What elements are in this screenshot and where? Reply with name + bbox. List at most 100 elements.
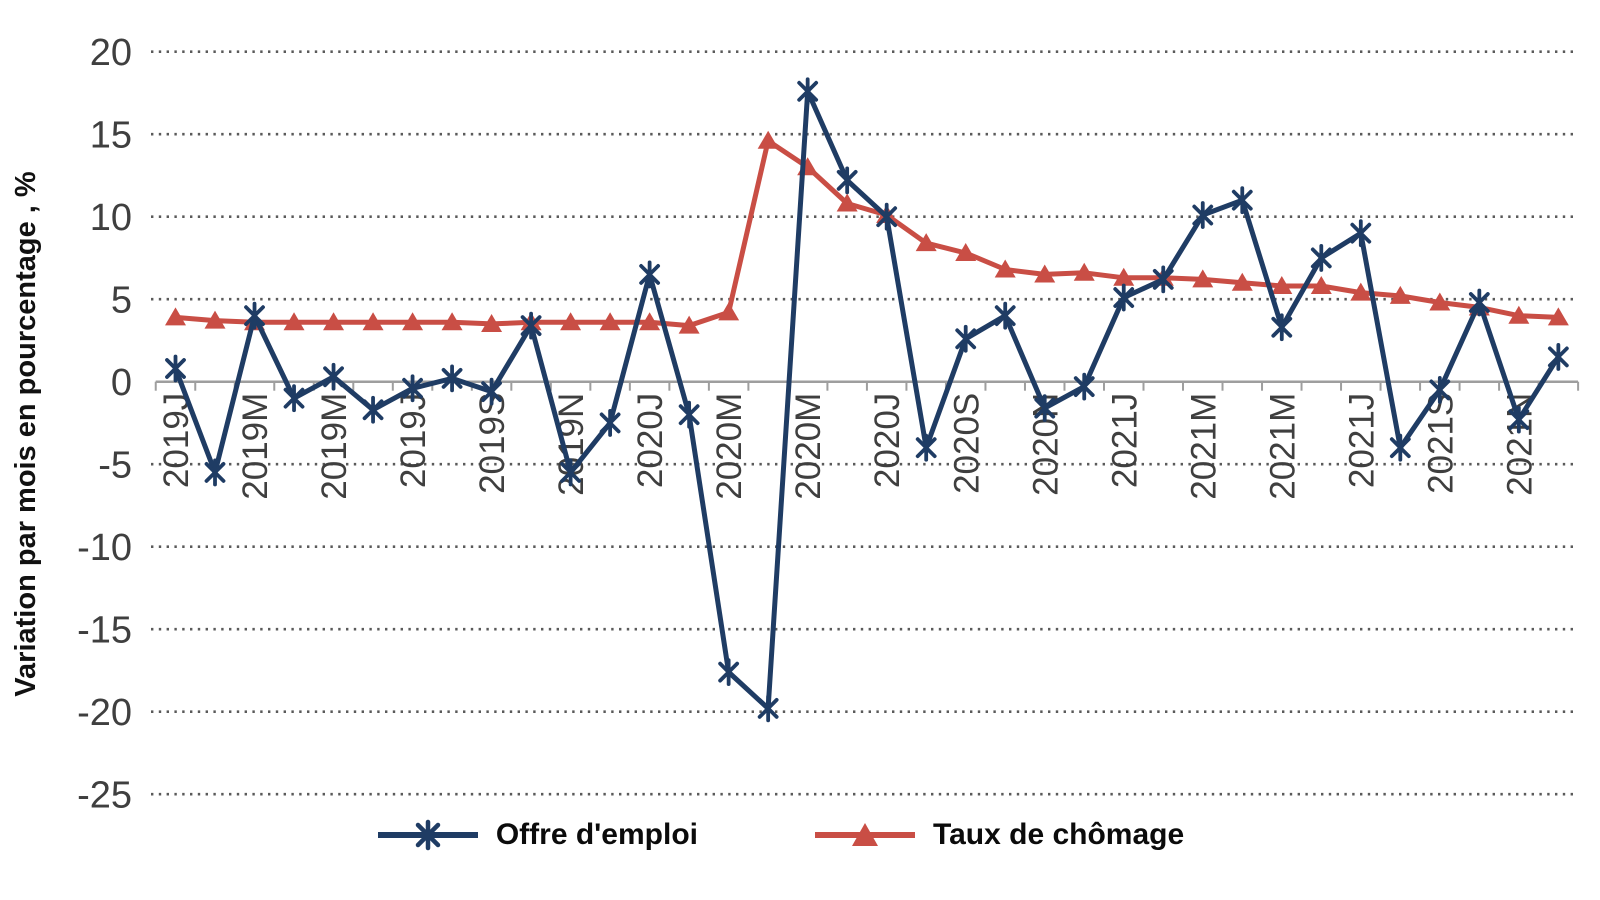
marker-triangle [1547, 307, 1569, 326]
marker-asterisk [520, 311, 542, 340]
y-tick-label: 0 [111, 362, 132, 404]
x-tick-label: 2019J [394, 393, 433, 488]
marker-triangle [441, 312, 463, 331]
marker-triangle [915, 233, 937, 252]
marker-triangle [362, 312, 384, 331]
marker-triangle [639, 312, 661, 331]
legend-item-offre-demploi: Offre d'emploi [376, 818, 698, 852]
marker-triangle [481, 313, 503, 332]
marker-triangle [283, 312, 305, 331]
marker-triangle [1508, 305, 1530, 324]
marker-asterisk [1113, 283, 1135, 312]
marker-asterisk [1034, 394, 1056, 422]
marker-asterisk [599, 409, 621, 437]
marker-asterisk [1152, 265, 1174, 294]
x-tick-label: 2020J [631, 393, 670, 488]
legend: Offre d'emploi Taux de chômage [0, 818, 1600, 852]
y-axis-title: Variation par mois en pourcentage , % [10, 171, 42, 697]
x-tick-label: 2021J [1105, 393, 1144, 488]
marker-triangle [1350, 282, 1372, 301]
marker-triangle [1271, 276, 1293, 294]
marker-asterisk [1192, 201, 1214, 229]
marker-asterisk [165, 354, 186, 383]
marker-asterisk [481, 377, 502, 406]
marker-asterisk [283, 384, 305, 413]
y-tick-label: -5 [98, 445, 132, 487]
marker-asterisk [1073, 372, 1095, 401]
x-tick-label: 2020M [710, 393, 749, 500]
marker-triangle [994, 259, 1016, 278]
y-tick-label: -25 [77, 775, 132, 817]
marker-triangle [1389, 285, 1411, 304]
marker-asterisk [876, 202, 898, 231]
marker-asterisk [915, 433, 937, 462]
x-tick-label: 2020J [868, 393, 907, 488]
marker-asterisk [1271, 313, 1293, 342]
legend-item-taux-de-chomage: Taux de chômage [813, 818, 1184, 852]
marker-triangle [165, 307, 186, 326]
marker-asterisk [1429, 376, 1451, 404]
y-tick-label: 10 [90, 197, 132, 239]
x-tick-label: 2019M [236, 393, 275, 500]
y-tick-label: -10 [77, 527, 132, 569]
marker-asterisk [1508, 405, 1530, 434]
marker-asterisk [1468, 288, 1490, 317]
marker-asterisk [323, 362, 344, 391]
marker-triangle [718, 302, 740, 321]
marker-triangle [323, 312, 345, 331]
marker-triangle [1192, 269, 1214, 288]
x-tick-label: 2020M [789, 393, 828, 500]
y-tick-label: 20 [90, 32, 132, 74]
marker-triangle [1113, 267, 1135, 286]
x-tick-label: 2021M [1184, 393, 1223, 500]
x-tick-label: 2021J [1342, 393, 1381, 488]
series-line-1 [173, 138, 1561, 329]
marker-triangle [678, 315, 700, 334]
marker-asterisk [757, 694, 779, 723]
marker-triangle [1034, 264, 1056, 283]
marker-triangle [1429, 292, 1451, 311]
marker-asterisk [1389, 433, 1411, 462]
marker-triangle [836, 193, 858, 212]
marker-asterisk [994, 301, 1016, 330]
marker-asterisk [402, 374, 423, 403]
y-tick-label: 15 [90, 115, 132, 157]
marker-asterisk [955, 324, 977, 353]
x-tick-label: 2019S [473, 393, 512, 494]
marker-asterisk [718, 658, 740, 686]
marker-asterisk [836, 166, 858, 195]
marker-asterisk [1310, 244, 1332, 272]
marker-triangle [757, 130, 779, 149]
x-tick-label: 2021M [1263, 393, 1302, 500]
marker-triangle [955, 243, 977, 261]
x-tick-label: 2019M [315, 393, 354, 500]
marker-asterisk [678, 400, 700, 429]
marker-triangle [1073, 262, 1095, 281]
marker-triangle [1310, 276, 1332, 294]
legend-asterisk-marker-icon [377, 819, 478, 851]
marker-triangle [560, 312, 582, 331]
marker-asterisk [441, 364, 463, 393]
y-tick-label: -15 [77, 610, 132, 652]
marker-asterisk [362, 395, 384, 424]
marker-asterisk [639, 260, 661, 289]
marker-asterisk [244, 301, 265, 330]
marker-asterisk [204, 458, 226, 487]
marker-triangle [402, 312, 424, 331]
marker-triangle [1231, 272, 1253, 291]
y-tick-label: -20 [77, 692, 132, 734]
marker-asterisk [1231, 186, 1253, 215]
marker-asterisk [1547, 343, 1569, 371]
legend-label: Offre d'emploi [495, 818, 698, 851]
marker-asterisk [560, 458, 581, 487]
marker-triangle [599, 312, 621, 331]
marker-asterisk [1350, 219, 1372, 248]
y-tick-label: 5 [111, 280, 132, 322]
x-tick-label: 2020S [947, 393, 986, 494]
marker-triangle [204, 310, 226, 329]
legend-triangle-marker-icon [814, 823, 915, 846]
legend-label: Taux de chômage [932, 818, 1185, 851]
